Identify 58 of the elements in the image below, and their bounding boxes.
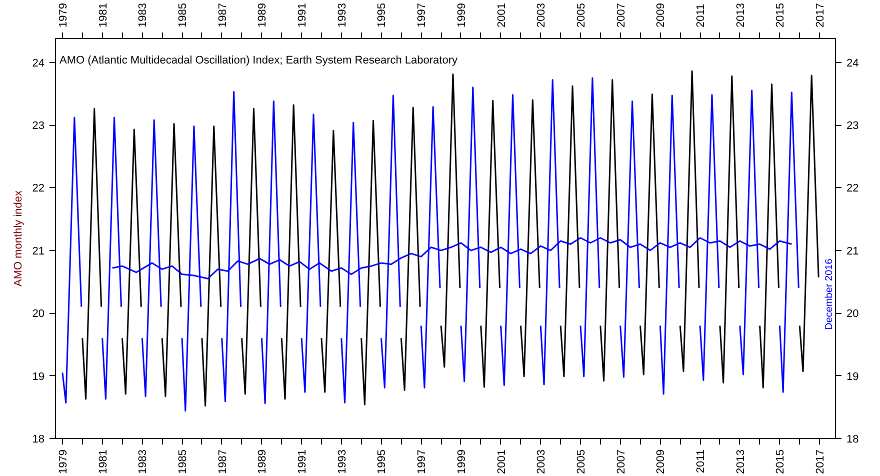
x2-tick-label: 2001 — [496, 3, 508, 28]
y2-tick-label: 21 — [846, 245, 859, 258]
y2-tick-label: 24 — [846, 57, 859, 70]
x2-tick-label: 2015 — [774, 3, 787, 28]
y2-tick-label: 19 — [846, 370, 859, 383]
x-tick-label: 2009 — [655, 449, 668, 474]
x-tick-label: 1981 — [97, 449, 110, 474]
x2-tick-label: 2005 — [575, 3, 588, 28]
x-tick-label: 1993 — [336, 449, 348, 474]
x-tick-label: 1989 — [256, 449, 269, 474]
x-tick-label: 2011 — [695, 450, 708, 474]
y-axis-title: AMO monthly index — [12, 190, 24, 286]
y2-tick-label: 22 — [846, 182, 859, 195]
text: AMO (Atlantic Multidecadal Oscillation) Index; Earth System Research Laboratory — [60, 54, 458, 66]
y2-tick-label: 18 — [846, 434, 859, 446]
x2-tick-label: 1979 — [57, 3, 70, 28]
x2-tick-label: 1989 — [256, 3, 269, 28]
line-series — [112, 237, 792, 280]
x2-tick-label: 1991 — [296, 3, 309, 28]
x-tick-label: 1979 — [57, 449, 70, 474]
y-tick-label: 20 — [32, 308, 45, 320]
x2-tick-label: 1987 — [216, 3, 229, 28]
x-tick-label: 2007 — [615, 449, 628, 474]
x2-tick-label: 2013 — [734, 3, 747, 28]
y2-tick-label: 20 — [846, 308, 859, 320]
y2-tick-label: 23 — [846, 120, 859, 132]
x2-tick-label: 2011 — [695, 4, 708, 28]
x2-tick-label: 1985 — [177, 3, 190, 28]
x2-tick-label: 2007 — [615, 3, 628, 28]
x-tick-label: 2017 — [814, 449, 827, 474]
y-tick-label: 23 — [32, 120, 45, 132]
x-tick-label: 1991 — [296, 449, 309, 474]
x2-tick-label: 1995 — [376, 3, 388, 28]
x-tick-label: 2015 — [774, 449, 787, 474]
x2-tick-label: 2009 — [655, 3, 668, 28]
x2-tick-label: 1993 — [336, 3, 348, 28]
x-tick-label: 1985 — [177, 449, 190, 474]
y-tick-label: 22 — [32, 182, 45, 195]
x2-tick-label: 1999 — [456, 3, 468, 28]
y-tick-label: 18 — [32, 434, 45, 446]
x-tick-label: 1987 — [216, 449, 229, 474]
x2-tick-label: 2017 — [814, 3, 827, 28]
x-tick-label: 2005 — [575, 449, 588, 474]
x-tick-label: 2003 — [536, 449, 548, 474]
x-tick-label: 1997 — [416, 449, 428, 474]
x-tick-label: 1983 — [137, 449, 150, 474]
x-tick-label: 2013 — [734, 449, 747, 474]
x2-tick-label: 2003 — [536, 3, 548, 28]
x-tick-label: 1995 — [376, 449, 388, 474]
x-tick-label: 2001 — [496, 449, 508, 474]
annotation: December 2016 — [824, 258, 835, 330]
x2-tick-label: 1983 — [137, 3, 150, 28]
y-tick-label: 19 — [32, 370, 45, 383]
y-tick-label: 21 — [32, 245, 45, 258]
x2-tick-label: 1997 — [416, 3, 428, 28]
x2-tick-label: 1981 — [97, 3, 110, 28]
x-tick-label: 1999 — [456, 449, 468, 474]
y-tick-label: 24 — [32, 57, 45, 70]
